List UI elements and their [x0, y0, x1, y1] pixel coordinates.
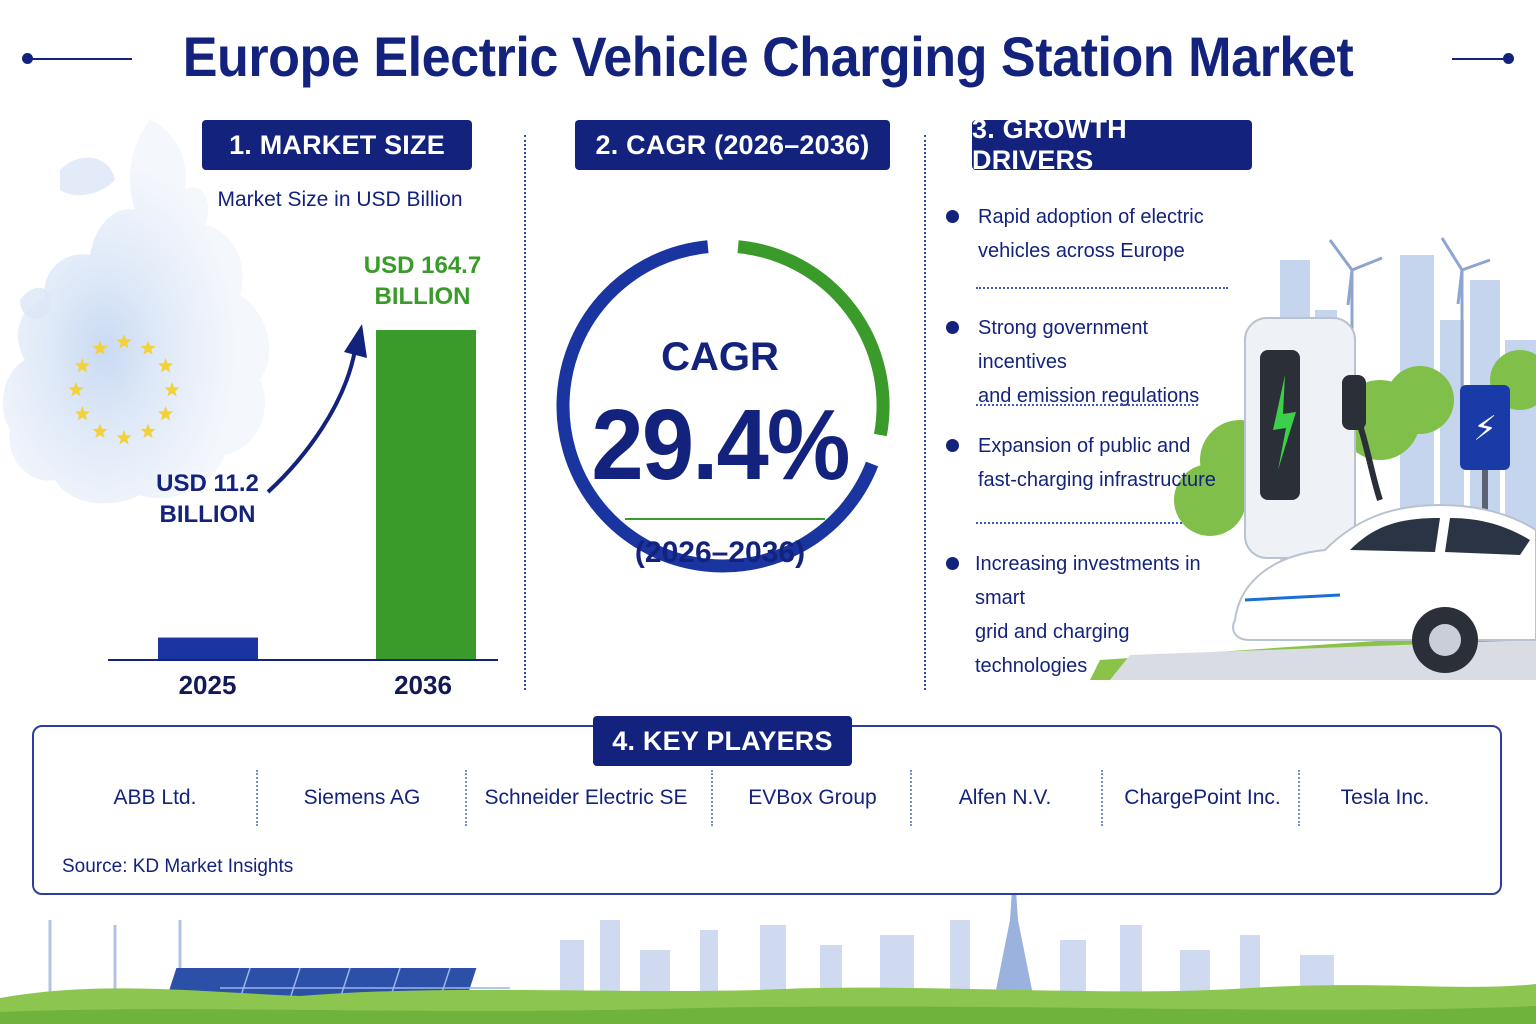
driver-line: Expansion of public and [978, 435, 1191, 457]
bar-2025 [158, 637, 258, 660]
driver-item: Expansion of public and fast-charging in… [946, 429, 1236, 499]
cagr-arc-highlight [737, 240, 890, 437]
driver-line: Increasing investments in smart [975, 553, 1201, 609]
player-name: ChargePoint Inc. [1124, 786, 1281, 809]
driver-line: Strong government incentives [978, 317, 1149, 373]
x-tick-2025: 2025 [178, 670, 237, 700]
player-separator [1298, 770, 1300, 826]
bullet-icon [946, 557, 959, 570]
title-left-rule [28, 58, 132, 60]
eu-star-icon [68, 382, 84, 397]
europe-map-illustration [2, 120, 270, 504]
growth-arrow [266, 349, 357, 494]
eu-star-icon [92, 340, 108, 355]
player-name: Tesla Inc. [1340, 786, 1430, 809]
growth-drivers-header: 3. GROWTH DRIVERS [972, 114, 1252, 175]
eu-star-icon [116, 334, 132, 349]
bar-2036 [376, 330, 476, 660]
cagr-value: 29.4% [591, 389, 850, 501]
svg-text:⚡: ⚡ [1473, 409, 1497, 449]
title-right-rule [1452, 58, 1508, 60]
driver-line: vehicles across Europe [978, 240, 1185, 262]
cagr-ring [556, 240, 890, 573]
growth-arrow-head-icon [344, 324, 367, 358]
cagr-header: 2. CAGR (2026–2036) [575, 120, 890, 170]
bullet-icon [946, 321, 959, 334]
bar-2025-value-line2: BILLION [159, 501, 256, 528]
driver-item: Increasing investments in smart grid and… [946, 547, 1236, 677]
bar-2025-value-line1: USD 11.2 [156, 470, 259, 497]
bullet-icon [946, 210, 959, 223]
driver-item: Rapid adoption of electric vehicles acro… [946, 200, 1236, 270]
eu-star-icon [158, 358, 174, 373]
ev-charging-illustration: ⚡ [1090, 237, 1536, 680]
title-right-dot [1503, 53, 1514, 64]
cagr-label: CAGR [661, 335, 779, 379]
bottom-landscape-illustration [0, 880, 1536, 1024]
eu-star-icon [74, 406, 90, 421]
driver-separator [976, 287, 1228, 289]
driver-line: Rapid adoption of electric [978, 206, 1204, 228]
driver-item: Strong government incentives and emissio… [946, 311, 1236, 407]
player-separator [910, 770, 912, 826]
title-left-dot [22, 53, 33, 64]
eu-star-icon [164, 382, 180, 397]
source-note: Source: KD Market Insights [62, 856, 294, 877]
driver-separator [976, 404, 1198, 406]
cagr-period: (2026–2036) [634, 536, 806, 569]
player-separator [711, 770, 713, 826]
title-row: Europe Electric Vehicle Charging Station… [0, 18, 1536, 98]
market-size-bar-chart [108, 324, 498, 661]
market-size-header: 1. MARKET SIZE [202, 120, 472, 170]
eu-star-icon [92, 423, 108, 438]
eu-star-icon [140, 423, 156, 438]
driver-separator [976, 522, 1182, 524]
player-name: Siemens AG [303, 786, 421, 809]
player-name: Alfen N.V. [958, 786, 1052, 809]
player-separator [256, 770, 258, 826]
driver-line: and emission regulations [978, 385, 1200, 407]
bar-2036-value-line2: BILLION [374, 283, 471, 310]
column-divider-2 [924, 135, 926, 690]
chart-subtitle: Market Size in USD Billion [217, 188, 463, 211]
player-name: ABB Ltd. [113, 786, 197, 809]
driver-line: grid and charging technologies [975, 621, 1130, 677]
player-name: Schneider Electric SE [484, 786, 688, 809]
page-title: Europe Electric Vehicle Charging Station… [182, 25, 1354, 88]
key-players-header: 4. KEY PLAYERS [593, 716, 852, 766]
bullet-icon [946, 439, 959, 452]
driver-line: fast-charging infrastructure [978, 469, 1216, 491]
cagr-divider [625, 518, 825, 520]
bar-2036-value-label: USD 164.7 BILLION [335, 250, 510, 312]
player-name: EVBox Group [748, 786, 877, 809]
player-separator [465, 770, 467, 826]
eu-star-icon [116, 430, 132, 445]
bar-2036-value-line1: USD 164.7 [363, 252, 482, 279]
player-separator [1101, 770, 1103, 826]
x-tick-2036: 2036 [394, 670, 452, 700]
bar-2025-value-label: USD 11.2 BILLION [130, 468, 285, 530]
column-divider-1 [524, 135, 526, 690]
eu-star-icon [158, 406, 174, 421]
eu-star-icon [74, 358, 90, 373]
eu-star-icon [140, 340, 156, 355]
eu-stars-icon [68, 334, 180, 445]
cagr-arc-remainder [556, 240, 879, 573]
